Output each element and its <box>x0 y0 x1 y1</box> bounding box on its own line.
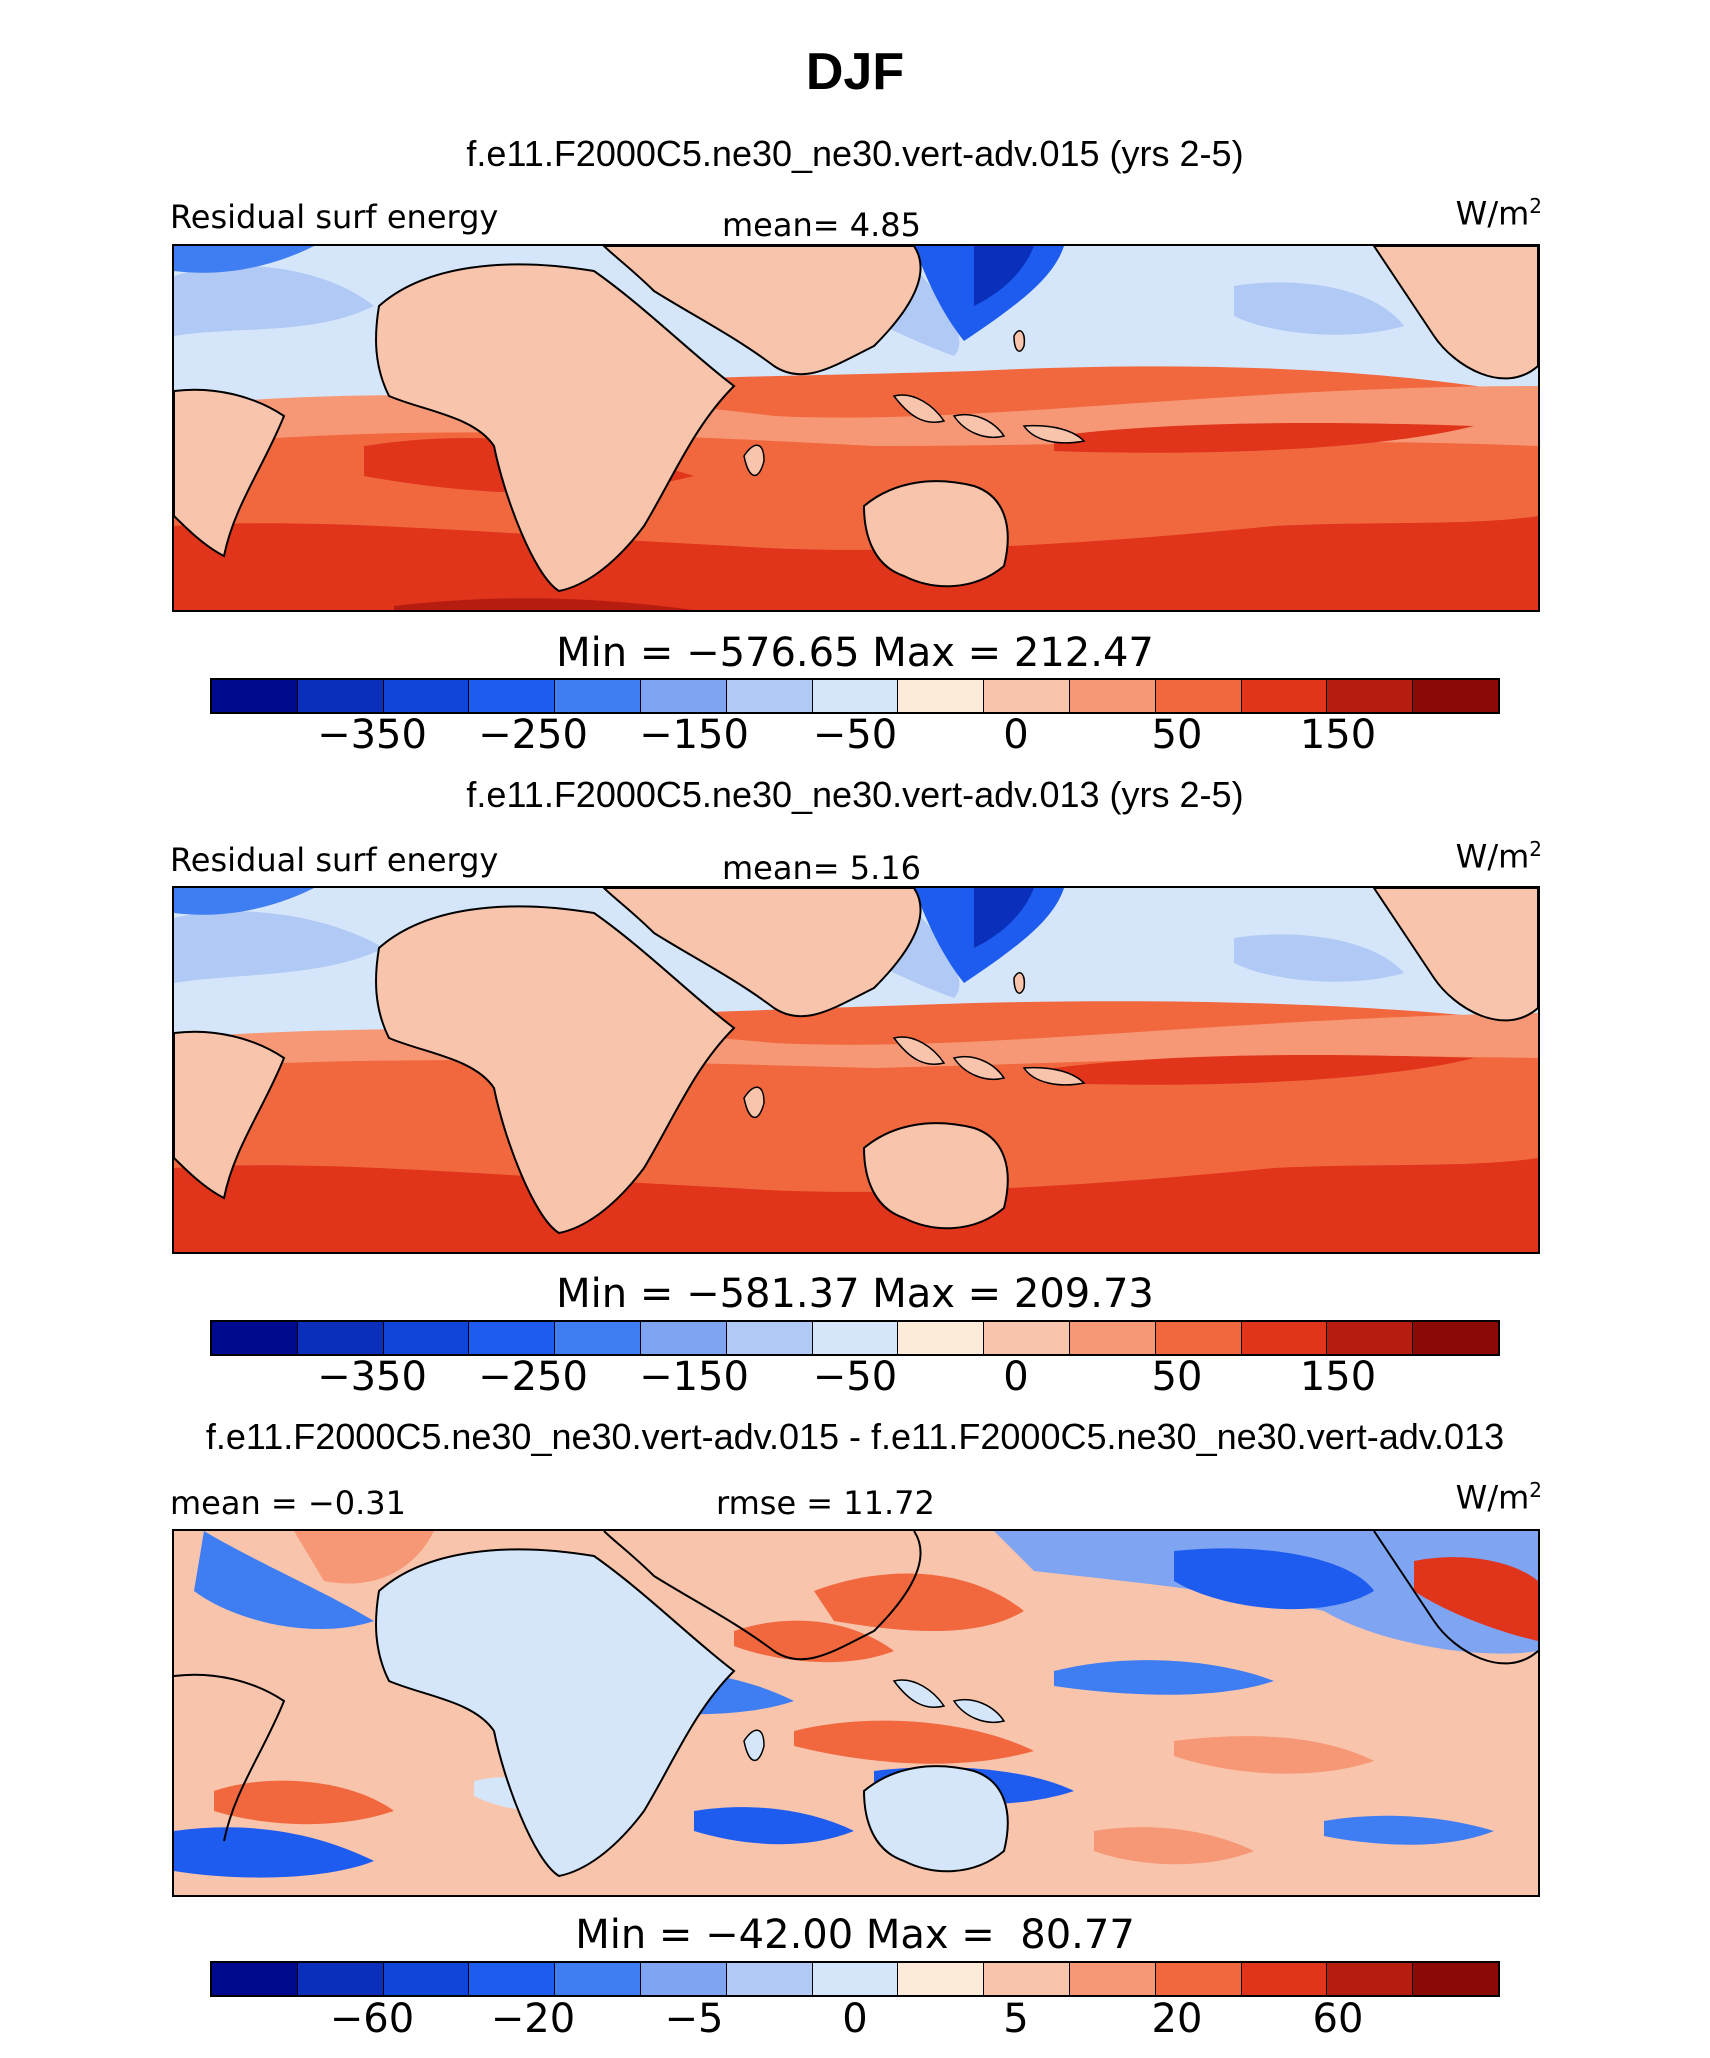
colorbar-swatch <box>812 1963 899 1995</box>
panel-1-colorbar <box>210 678 1500 714</box>
panel-2-variable-label: Residual surf energy <box>170 841 499 879</box>
panel-3-colorbar-tick: 60 <box>1312 1996 1364 2042</box>
panel-3-case-title: f.e11.F2000C5.ne30_ne30.vert-adv.015 - f… <box>205 1416 1505 1457</box>
colorbar-swatch <box>469 680 556 712</box>
colorbar-swatch <box>726 680 813 712</box>
colorbar-swatch <box>1327 1963 1414 1995</box>
colorbar-swatch <box>640 1322 727 1354</box>
colorbar-swatch <box>984 1322 1070 1354</box>
panel-1-colorbar-tick: −350 <box>317 712 427 758</box>
colorbar-swatch <box>1413 1322 1498 1354</box>
colorbar-swatch <box>383 1322 470 1354</box>
panel-3-colorbar-tick: −20 <box>490 1996 576 2042</box>
colorbar-swatch <box>898 1322 985 1354</box>
panel-3-colorbar-tick: −60 <box>329 1996 415 2042</box>
panel-3-map <box>172 1529 1540 1897</box>
panel-3-units-label: W/m2 <box>1455 1478 1542 1517</box>
panel-2-colorbar <box>210 1320 1500 1356</box>
colorbar-swatch <box>1327 680 1414 712</box>
colorbar-swatch <box>1155 680 1242 712</box>
colorbar-swatch <box>1413 1963 1498 1995</box>
colorbar-swatch <box>555 680 641 712</box>
panel-1-case-title: f.e11.F2000C5.ne30_ne30.vert-adv.015 (yr… <box>466 133 1244 174</box>
colorbar-swatch <box>984 680 1070 712</box>
panel-1-colorbar-tick: 150 <box>1299 712 1377 758</box>
panel-2-colorbar-tick: 0 <box>1003 1354 1029 1400</box>
colorbar-swatch <box>640 680 727 712</box>
colorbar-swatch <box>1069 680 1156 712</box>
panel-1-min-max: Min = −576.65 Max = 212.47 <box>556 630 1154 676</box>
panel-3-colorbar <box>210 1961 1500 1997</box>
panel-3-colorbar-tick: 20 <box>1151 1996 1203 2042</box>
colorbar-swatch <box>726 1322 813 1354</box>
colorbar-swatch <box>1069 1322 1156 1354</box>
colorbar-swatch <box>383 1963 470 1995</box>
colorbar-swatch <box>898 1963 985 1995</box>
colorbar-swatch <box>812 680 899 712</box>
panel-3-min-max: Min = −42.00 Max = 80.77 <box>575 1912 1135 1958</box>
figure-title: DJF <box>805 43 905 101</box>
panel-1-mean-label: mean= 4.85 <box>722 206 921 244</box>
colorbar-swatch <box>297 1322 384 1354</box>
colorbar-swatch <box>297 680 384 712</box>
panel-3-mean-label: mean = −0.31 <box>170 1484 406 1522</box>
panel-1-colorbar-tick: −250 <box>478 712 588 758</box>
colorbar-swatch <box>1241 680 1328 712</box>
colorbar-swatch <box>726 1963 813 1995</box>
colorbar-swatch <box>1327 1322 1414 1354</box>
colorbar-swatch <box>383 680 470 712</box>
colorbar-swatch <box>640 1963 727 1995</box>
panel-3-colorbar-tick: 0 <box>842 1996 868 2042</box>
panel-2-colorbar-tick: −350 <box>317 1354 427 1400</box>
colorbar-swatch <box>469 1322 556 1354</box>
panel-3-colorbar-tick: −5 <box>664 1996 724 2042</box>
colorbar-swatch <box>212 680 298 712</box>
colorbar-swatch <box>1241 1322 1328 1354</box>
colorbar-swatch <box>469 1963 556 1995</box>
panel-1-variable-label: Residual surf energy <box>170 198 499 236</box>
panel-2-min-max: Min = −581.37 Max = 209.73 <box>556 1271 1154 1317</box>
colorbar-swatch <box>212 1322 298 1354</box>
colorbar-swatch <box>1069 1963 1156 1995</box>
colorbar-swatch <box>812 1322 899 1354</box>
panel-1-colorbar-tick: −150 <box>639 712 749 758</box>
colorbar-swatch <box>555 1322 641 1354</box>
panel-2-colorbar-tick: 150 <box>1299 1354 1377 1400</box>
colorbar-swatch <box>898 680 985 712</box>
panel-1-units-label: W/m2 <box>1455 194 1542 233</box>
colorbar-swatch <box>1155 1963 1242 1995</box>
panel-2-colorbar-tick: −250 <box>478 1354 588 1400</box>
panel-3-colorbar-tick: 5 <box>1003 1996 1029 2042</box>
colorbar-swatch <box>984 1963 1070 1995</box>
panel-1-colorbar-tick: 0 <box>1003 712 1029 758</box>
panel-3-rmse-label: rmse = 11.72 <box>716 1484 935 1522</box>
panel-2-map <box>172 886 1540 1254</box>
panel-2-mean-label: mean= 5.16 <box>722 849 921 887</box>
panel-1-colorbar-tick: −50 <box>812 712 898 758</box>
colorbar-swatch <box>212 1963 298 1995</box>
panel-2-colorbar-tick: −150 <box>639 1354 749 1400</box>
panel-2-units-label: W/m2 <box>1455 837 1542 876</box>
colorbar-swatch <box>297 1963 384 1995</box>
panel-2-colorbar-tick: −50 <box>812 1354 898 1400</box>
panel-1-map <box>172 244 1540 612</box>
panel-2-case-title: f.e11.F2000C5.ne30_ne30.vert-adv.013 (yr… <box>466 774 1244 815</box>
colorbar-swatch <box>1241 1963 1328 1995</box>
colorbar-swatch <box>555 1963 641 1995</box>
panel-2-colorbar-tick: 50 <box>1151 1354 1203 1400</box>
colorbar-swatch <box>1155 1322 1242 1354</box>
panel-1-colorbar-tick: 50 <box>1151 712 1203 758</box>
colorbar-swatch <box>1413 680 1498 712</box>
